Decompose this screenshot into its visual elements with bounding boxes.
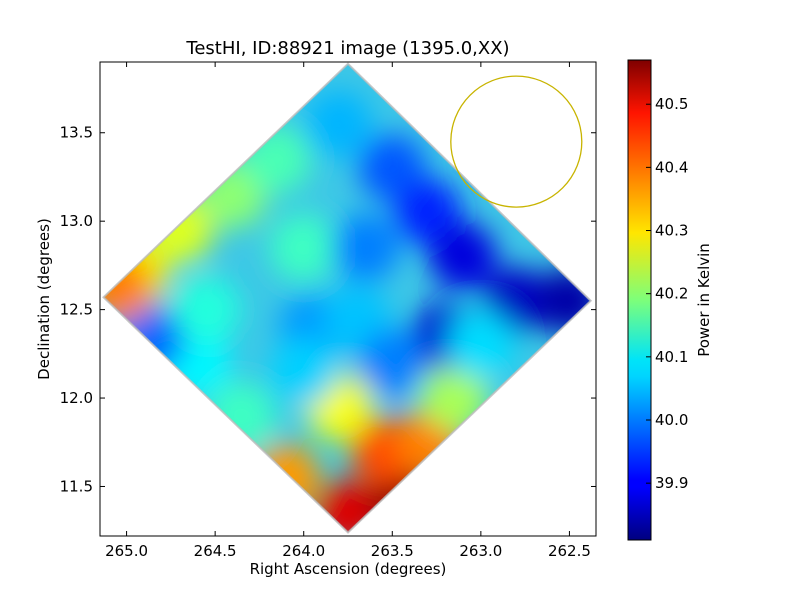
y-tick-label: 11.5	[60, 477, 93, 495]
field-sample	[332, 214, 400, 282]
field-sample	[358, 329, 426, 397]
plot-frame	[99, 61, 597, 537]
x-tick-label: 265.0	[105, 542, 148, 560]
field-sample	[447, 311, 515, 379]
colorbar-gradient	[627, 59, 652, 541]
colorbar-tick-label: 40.4	[655, 158, 688, 176]
colorbar: 39.9 40.0 40.1 40.2 40.3 40.4 40.5 Power in Ke…	[627, 59, 713, 541]
x-tick-label: 263.0	[459, 542, 502, 560]
y-tick-label: 12.5	[60, 301, 93, 319]
x-tick-label: 264.5	[194, 542, 237, 560]
colorbar-tick-label: 40.1	[655, 348, 688, 366]
beam-circle	[450, 75, 583, 208]
field-sample	[429, 222, 497, 291]
chart-title: TestHI, ID:88921 image (1395.0,XX)	[185, 38, 509, 59]
y-tick-label: 13.0	[60, 212, 93, 230]
x-tick-label: 264.0	[282, 542, 325, 560]
field-sample	[270, 214, 338, 282]
colorbar-tick-label: 39.9	[655, 474, 688, 492]
field-sample	[103, 254, 152, 323]
colorbar-tick-label: 40.2	[655, 285, 688, 303]
colorbar-tick-label: 40.3	[655, 222, 688, 240]
y-axis-title: Declination (degrees)	[35, 218, 53, 380]
y-tick-label: 13.5	[60, 124, 93, 142]
field-sample	[305, 90, 373, 158]
map-outline	[102, 62, 593, 534]
y-axis: 11.5 12.0 12.5 13.0 13.5	[60, 124, 596, 495]
colorbar-label: Power in Kelvin	[695, 243, 713, 357]
field-sample	[172, 275, 240, 344]
colorbar-tick-label: 40.5	[655, 95, 688, 113]
x-axis: 265.0 264.5 264.0 263.5 263.0 262.5	[105, 62, 591, 560]
colorbar-ticks: 39.9 40.0 40.1 40.2 40.3 40.4 40.5	[646, 95, 688, 492]
colorbar-tick-label: 40.0	[655, 411, 688, 429]
x-tick-label: 262.5	[548, 542, 591, 560]
x-axis-title: Right Ascension (degrees)	[250, 560, 447, 578]
x-tick-label: 263.5	[371, 542, 414, 560]
field-sample	[270, 337, 338, 406]
y-tick-label: 12.0	[60, 389, 93, 407]
